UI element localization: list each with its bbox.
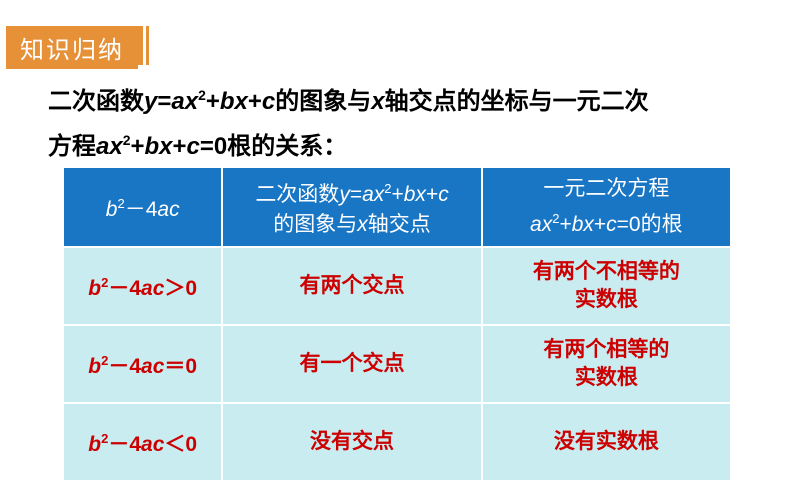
intro-segment: 的图象与 <box>275 88 371 115</box>
cell-var: ac <box>141 355 164 378</box>
decor-bar <box>126 26 135 65</box>
intro-var: bx <box>145 133 173 160</box>
cell-segment: －4 <box>108 355 141 378</box>
decor-bar <box>146 26 149 65</box>
intro-var: bx <box>220 88 248 115</box>
th-var: c <box>606 213 617 236</box>
cell-roots: 有两个相等的实数根 <box>482 325 731 403</box>
intro-var: ax <box>96 133 123 160</box>
cell-var: ac <box>141 433 164 456</box>
cell-intersect: 有两个交点 <box>222 247 481 325</box>
table-row: b2－4ac＝0 有一个交点 有两个相等的实数根 <box>63 325 731 403</box>
intro-var: y <box>144 88 157 115</box>
th-sup: 2 <box>384 181 391 196</box>
th-segment: 一元二次方程 <box>543 177 669 200</box>
intro-text: 二次函数y=ax2+bx+c的图象与x轴交点的坐标与一元二次 方程ax2+bx+… <box>48 76 748 166</box>
intro-segment: + <box>248 88 262 115</box>
th-var: x <box>357 213 368 236</box>
cell-var: b <box>88 433 101 456</box>
th-sup: 2 <box>117 196 124 211</box>
th-discriminant: b2－4ac <box>63 167 222 247</box>
th-segment: + <box>392 183 404 206</box>
cell-segment: －4 <box>108 277 141 300</box>
cell-text: 有两个交点 <box>300 274 405 297</box>
cell-var: b <box>88 277 101 300</box>
intro-var: c <box>262 88 275 115</box>
badge-text: 知识归纳 <box>20 37 124 64</box>
table-header-row: b2－4ac 二次函数y=ax2+bx+c 的图象与x轴交点 一元二次方程 ax… <box>63 167 731 247</box>
cell-text: 实数根 <box>575 288 638 311</box>
intro-var: x <box>371 88 384 115</box>
th-var: ac <box>157 198 179 221</box>
intro-segment: + <box>173 133 187 160</box>
intro-segment: 根的关系： <box>227 133 347 160</box>
cell-text: 实数根 <box>575 366 638 389</box>
th-segment: 轴交点 <box>368 213 431 236</box>
cell-intersect: 没有交点 <box>222 403 481 481</box>
cell-text: 有两个相等的 <box>543 338 669 361</box>
cell-text: 没有交点 <box>310 430 394 453</box>
th-segment: =0 <box>617 213 641 236</box>
cell-roots: 有两个不相等的实数根 <box>482 247 731 325</box>
cell-text: 有一个交点 <box>300 352 405 375</box>
table-row: b2－4ac＞0 有两个交点 有两个不相等的实数根 <box>63 247 731 325</box>
th-var: ax <box>530 213 552 236</box>
th-var: bx <box>404 183 426 206</box>
intro-segment: 轴交点的坐标与一元二次 <box>385 88 649 115</box>
intro-var: c <box>187 133 200 160</box>
th-segment: －4 <box>125 198 158 221</box>
th-segment: + <box>559 213 571 236</box>
cell-segment: ＞0 <box>164 277 197 300</box>
intro-segment: =0 <box>200 133 227 160</box>
cell-text: 没有实数根 <box>554 430 659 453</box>
intro-sup: 2 <box>123 132 131 148</box>
cell-discriminant: b2－4ac＝0 <box>63 325 222 403</box>
intro-segment: + <box>131 133 145 160</box>
intro-segment: + <box>206 88 220 115</box>
cell-discriminant: b2－4ac＞0 <box>63 247 222 325</box>
cell-text: 有两个不相等的 <box>533 260 680 283</box>
intro-var: ax <box>171 88 198 115</box>
cell-var: b <box>88 355 101 378</box>
th-var: c <box>438 183 449 206</box>
intro-sup: 2 <box>198 87 206 103</box>
th-equation-roots: 一元二次方程 ax2+bx+c=0的根 <box>482 167 731 247</box>
th-segment: 的根 <box>641 213 683 236</box>
intro-segment: 二次函数 <box>48 88 144 115</box>
th-var: bx <box>572 213 594 236</box>
cell-segment: －4 <box>108 433 141 456</box>
decor-bar <box>138 26 143 65</box>
cell-roots: 没有实数根 <box>482 403 731 481</box>
cell-intersect: 有一个交点 <box>222 325 481 403</box>
th-segment: + <box>426 183 438 206</box>
intro-segment: 方程 <box>48 133 96 160</box>
cell-segment: ＜0 <box>164 433 197 456</box>
th-graph-intersect: 二次函数y=ax2+bx+c 的图象与x轴交点 <box>222 167 481 247</box>
cell-segment: ＝0 <box>164 355 197 378</box>
table-row: b2－4ac＜0 没有交点 没有实数根 <box>63 403 731 481</box>
intro-segment: = <box>157 88 171 115</box>
th-var: y <box>339 183 350 206</box>
th-segment: = <box>350 183 362 206</box>
th-segment: + <box>594 213 606 236</box>
section-badge: 知识归纳 <box>6 26 138 69</box>
th-var: b <box>106 198 118 221</box>
th-segment: 的图象与 <box>273 213 357 236</box>
relation-table: b2－4ac 二次函数y=ax2+bx+c 的图象与x轴交点 一元二次方程 ax… <box>62 166 732 482</box>
th-var: ax <box>362 183 384 206</box>
cell-var: ac <box>141 277 164 300</box>
table: b2－4ac 二次函数y=ax2+bx+c 的图象与x轴交点 一元二次方程 ax… <box>62 166 732 482</box>
badge-decor-bars <box>126 26 149 65</box>
cell-discriminant: b2－4ac＜0 <box>63 403 222 481</box>
th-segment: 二次函数 <box>255 183 339 206</box>
